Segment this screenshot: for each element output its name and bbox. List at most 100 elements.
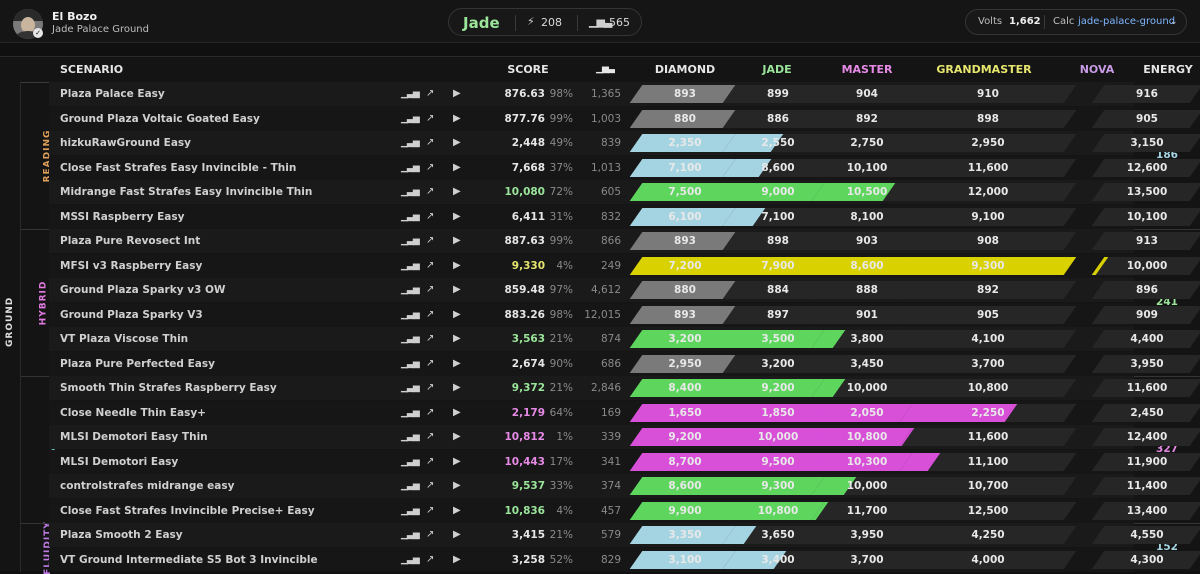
play-icon[interactable]: ▶ <box>453 112 461 124</box>
leaderboard-icon[interactable]: ▁▃▅ <box>401 260 420 271</box>
play-icon[interactable]: ▶ <box>453 382 461 393</box>
scenario-row[interactable]: MLSI Demotori Easy ▁▃▅ ↗ ▶ 10,443 17% 341 8,700… <box>49 449 1200 474</box>
trend-icon[interactable]: ↗ <box>426 382 435 393</box>
user-avatar-icon[interactable] <box>13 9 43 39</box>
col-score[interactable]: SCORE <box>507 63 549 76</box>
scenario-row[interactable]: Ground Plaza Sparky V3 ▁▃▅ ↗ ▶ 883.26 98% 12,0… <box>49 302 1200 327</box>
trend-icon[interactable]: ↗ <box>426 504 435 516</box>
trend-icon[interactable]: ↗ <box>426 553 435 565</box>
calc-selector[interactable]: Volts 1,662 Calc jade-palace-ground ⌄ <box>965 9 1187 35</box>
scenario-row[interactable]: Close Fast Strafes Invincible Precise+ E… <box>49 498 1200 523</box>
play-icon[interactable]: ▶ <box>453 357 461 369</box>
scenario-row[interactable]: Smooth Thin Strafes Raspberry Easy ▁▃▅ ↗ ▶ 9… <box>49 376 1200 400</box>
leaderboard-icon[interactable]: ▁▃▅ <box>401 481 420 491</box>
user-name[interactable]: El Bozo <box>52 10 98 23</box>
leaderboard-icon[interactable]: ▁▃▅ <box>401 358 420 369</box>
trend-icon[interactable]: ↗ <box>426 308 435 320</box>
scenario-name[interactable]: Close Fast Strafes Easy Invincible - Thi… <box>60 161 297 174</box>
trend-icon[interactable]: ↗ <box>426 112 435 124</box>
leaderboard-icon[interactable]: ▁▃▅ <box>401 236 420 246</box>
scenario-row[interactable]: Plaza Pure Revosect Int ▁▃▅ ↗ ▶ 887.63 99% 866… <box>49 229 1200 253</box>
play-icon[interactable]: ▶ <box>453 333 461 344</box>
play-icon[interactable]: ▶ <box>453 186 461 197</box>
trend-icon[interactable]: ↗ <box>426 161 435 173</box>
leaderboard-icon[interactable]: ▁▃▅ <box>401 285 420 295</box>
play-icon[interactable]: ▶ <box>453 529 461 540</box>
scenario-name[interactable]: Plaza Smooth 2 Easy <box>60 529 183 541</box>
play-icon[interactable]: ▶ <box>453 406 461 418</box>
scenario-row[interactable]: Plaza Pure Perfected Easy ▁▃▅ ↗ ▶ 2,674 90% 68… <box>49 351 1200 376</box>
scenario-row[interactable]: Close Fast Strafes Easy Invincible - Thi… <box>49 155 1200 180</box>
play-icon[interactable]: ▶ <box>453 235 461 246</box>
play-icon[interactable]: ▶ <box>453 210 461 222</box>
scenario-name[interactable]: VT Plaza Viscose Thin <box>60 333 189 345</box>
scenario-row[interactable]: hizkuRawGround Easy ▁▃▅ ↗ ▶ 2,448 49% 839 2,350… <box>49 131 1200 155</box>
trend-icon[interactable]: ↗ <box>426 406 435 418</box>
leaderboard-icon[interactable]: ▁▃▅ <box>401 309 420 320</box>
trend-icon[interactable]: ↗ <box>426 357 435 369</box>
scenario-row[interactable]: MLSI Demotori Easy Thin ▁▃▅ ↗ ▶ 10,812 1% 339 9… <box>49 425 1200 449</box>
leaderboard-icon[interactable]: ▁▃▅ <box>401 456 420 467</box>
scenario-name[interactable]: MLSI Demotori Easy <box>60 455 179 468</box>
leaderboard-icon[interactable]: ▁▃▅ <box>401 530 420 540</box>
leaderboard-icon[interactable]: ▁▃▅ <box>401 334 420 344</box>
scenario-row[interactable]: VT Ground Intermediate S5 Bot 3 Invincib… <box>49 547 1200 572</box>
trend-icon[interactable]: ↗ <box>426 186 435 197</box>
trend-icon[interactable]: ↗ <box>426 137 435 148</box>
scenario-name[interactable]: Ground Plaza Sparky v3 OW <box>60 284 226 296</box>
play-icon[interactable]: ▶ <box>453 284 461 295</box>
leaderboard-icon[interactable]: ▁▃▅ <box>401 505 420 516</box>
col-master[interactable]: MASTER <box>841 63 893 76</box>
trend-icon[interactable]: ↗ <box>426 284 435 295</box>
play-icon[interactable]: ▶ <box>453 480 461 491</box>
play-icon[interactable]: ▶ <box>453 455 461 467</box>
scenario-name[interactable]: controlstrafes midrange easy <box>60 480 235 492</box>
scenario-name[interactable]: Plaza Palace Easy <box>60 88 165 100</box>
trend-icon[interactable]: ↗ <box>426 431 435 442</box>
trend-icon[interactable]: ↗ <box>426 529 435 540</box>
leaderboard-icon[interactable]: ▁▃▅ <box>401 162 420 173</box>
scenario-name[interactable]: Plaza Pure Perfected Easy <box>60 357 215 370</box>
chevron-down-icon[interactable]: ⌄ <box>1170 17 1178 27</box>
leaderboard-icon[interactable]: ▁▃▅ <box>401 432 420 442</box>
scenario-name[interactable]: Smooth Thin Strafes Raspberry Easy <box>60 382 277 394</box>
play-icon[interactable]: ▶ <box>453 137 461 148</box>
scenario-name[interactable]: MLSI Demotori Easy Thin <box>60 431 208 443</box>
play-icon[interactable]: ▶ <box>453 553 461 565</box>
scenario-row[interactable]: Ground Plaza Sparky v3 OW ▁▃▅ ↗ ▶ 859.48 97% 4… <box>49 278 1200 302</box>
col-grandmaster[interactable]: GRANDMASTER <box>936 63 1032 76</box>
col-jade[interactable]: JADE <box>762 63 792 76</box>
leaderboard-icon[interactable]: ▁▃▅ <box>401 138 420 148</box>
leaderboard-icon[interactable]: ▁▃▅ <box>401 113 420 124</box>
col-scenario[interactable]: SCENARIO <box>60 63 124 76</box>
scenario-name[interactable]: Ground Plaza Voltaic Goated Easy <box>60 112 260 125</box>
play-icon[interactable]: ▶ <box>453 88 461 99</box>
scenario-row[interactable]: controlstrafes midrange easy ▁▃▅ ↗ ▶ 9,537 33… <box>49 474 1200 498</box>
scenario-name[interactable]: Ground Plaza Sparky V3 <box>60 308 203 321</box>
trend-icon[interactable]: ↗ <box>426 333 435 344</box>
trend-icon[interactable]: ↗ <box>426 455 435 467</box>
scenario-row[interactable]: Close Needle Thin Easy+ ▁▃▅ ↗ ▶ 2,179 64% 169 1… <box>49 400 1200 425</box>
trend-icon[interactable]: ↗ <box>426 88 435 99</box>
scenario-name[interactable]: MFSI v3 Raspberry Easy <box>60 259 203 272</box>
trend-icon[interactable]: ↗ <box>426 235 435 246</box>
play-icon[interactable]: ▶ <box>453 431 461 442</box>
play-icon[interactable]: ▶ <box>453 308 461 320</box>
leaderboard-icon[interactable]: ▁▃▅ <box>401 383 420 393</box>
col-diamond[interactable]: DIAMOND <box>654 63 716 76</box>
play-icon[interactable]: ▶ <box>453 504 461 516</box>
scenario-row[interactable]: VT Plaza Viscose Thin ▁▃▅ ↗ ▶ 3,563 21% 874 3,2… <box>49 327 1200 351</box>
calc-value[interactable]: jade-palace-ground <box>1078 16 1176 27</box>
leaderboard-icon[interactable]: ▁▃▅ <box>401 407 420 418</box>
trend-icon[interactable]: ↗ <box>426 259 435 271</box>
scenario-name[interactable]: Close Needle Thin Easy+ <box>60 406 206 419</box>
scenario-name[interactable]: Midrange Fast Strafes Easy Invincible Th… <box>60 186 313 198</box>
leaderboard-icon[interactable]: ▁▃▅ <box>401 554 420 565</box>
scenario-row[interactable]: Plaza Palace Easy ▁▃▅ ↗ ▶ 876.63 98% 1,365 893 8… <box>49 82 1200 106</box>
plays-column-icon[interactable]: ▁▅▃ <box>596 64 615 74</box>
scenario-row[interactable]: MFSI v3 Raspberry Easy ▁▃▅ ↗ ▶ 9,330 4% 249 7,2… <box>49 253 1200 278</box>
col-energy[interactable]: ENERGY <box>1143 63 1193 76</box>
play-icon[interactable]: ▶ <box>453 259 461 271</box>
play-icon[interactable]: ▶ <box>453 161 461 173</box>
trend-icon[interactable]: ↗ <box>426 210 435 222</box>
